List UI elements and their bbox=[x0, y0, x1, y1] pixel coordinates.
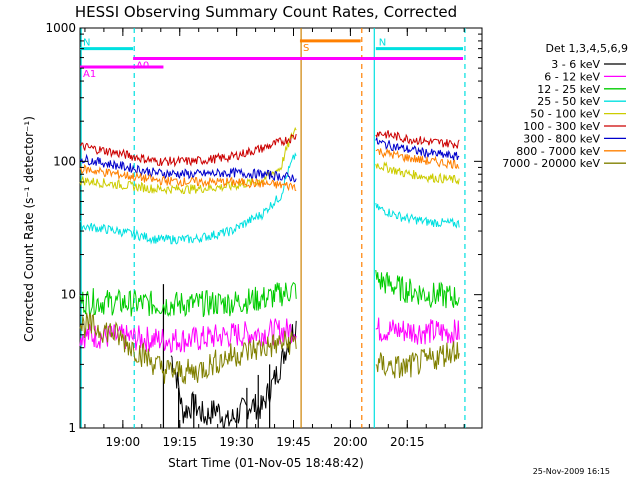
series-line-8-seg-1 bbox=[79, 163, 297, 192]
annotation-group: NNA0A1S bbox=[80, 38, 464, 80]
annotation-label-4: A1 bbox=[83, 69, 96, 80]
series-group bbox=[79, 126, 460, 429]
annotation-label-2: N bbox=[379, 38, 386, 49]
series-line-2-seg-2 bbox=[375, 317, 460, 346]
series-line-7-seg-2 bbox=[375, 137, 460, 161]
chart-title: HESSI Observing Summary Count Rates, Cor… bbox=[75, 3, 457, 21]
y-tick-label-4: 1000 bbox=[45, 21, 76, 35]
plot-frame bbox=[79, 27, 483, 429]
x-tick-label-2: 19:15 bbox=[162, 435, 197, 449]
y-tick-label-3: 100 bbox=[53, 154, 76, 168]
annotation-label-1: N bbox=[83, 38, 90, 49]
legend-label-7: 300 - 800 keV bbox=[523, 132, 600, 145]
series-line-6-seg-2 bbox=[375, 130, 460, 149]
y-axis-label: Corrected Count Rate (s⁻¹ detector⁻¹) bbox=[22, 116, 36, 342]
y-tick-label-1: 1 bbox=[68, 421, 76, 435]
legend-label-1: 3 - 6 keV bbox=[551, 58, 600, 71]
plot-border bbox=[79, 27, 483, 429]
series-line-9-seg-1 bbox=[79, 312, 297, 385]
x-tick-label-1: 19:00 bbox=[106, 435, 141, 449]
legend-label-5: 50 - 100 keV bbox=[530, 108, 600, 121]
x-tick-label-5: 20:00 bbox=[333, 435, 368, 449]
legend-label-3: 12 - 25 keV bbox=[537, 83, 600, 96]
legend-title: Det 1,3,4,5,6,9 bbox=[545, 42, 628, 55]
series-line-4-seg-2 bbox=[375, 202, 460, 229]
y-tick-label-2: 10 bbox=[61, 288, 76, 302]
x-axis-label: Start Time (01-Nov-05 18:48:42) bbox=[168, 456, 364, 470]
legend-label-8: 800 - 7000 keV bbox=[516, 145, 600, 158]
x-tick-label-6: 20:15 bbox=[390, 435, 425, 449]
legend-label-9: 7000 - 20000 keV bbox=[502, 157, 600, 170]
series-line-3-seg-1 bbox=[79, 281, 297, 318]
series-line-5-seg-1 bbox=[79, 126, 297, 195]
series-line-4-seg-1 bbox=[79, 152, 297, 245]
series-line-7-seg-1 bbox=[79, 153, 297, 183]
series-line-6-seg-1 bbox=[80, 133, 297, 168]
annotation-label-5: S bbox=[303, 43, 309, 54]
series-line-3-seg-2 bbox=[375, 269, 460, 309]
x-tick-label-3: 19:30 bbox=[219, 435, 254, 449]
legend-label-6: 100 - 300 keV bbox=[523, 120, 600, 133]
footer-timestamp: 25-Nov-2009 16:15 bbox=[533, 467, 610, 476]
legend-label-4: 25 - 50 keV bbox=[537, 95, 600, 108]
series-line-8-seg-2 bbox=[375, 147, 460, 170]
legend-label-2: 6 - 12 keV bbox=[544, 70, 600, 83]
series-line-1-seg-1 bbox=[170, 320, 297, 429]
x-tick-label-4: 19:45 bbox=[276, 435, 311, 449]
axes-group: 1 10 100 1000 19:00 19:15 19:30 19:45 20:00 20:15 bbox=[45, 21, 482, 449]
series-line-5-seg-2 bbox=[375, 161, 460, 185]
vertical-markers bbox=[80, 28, 466, 428]
series-line-9-seg-2 bbox=[375, 341, 460, 379]
